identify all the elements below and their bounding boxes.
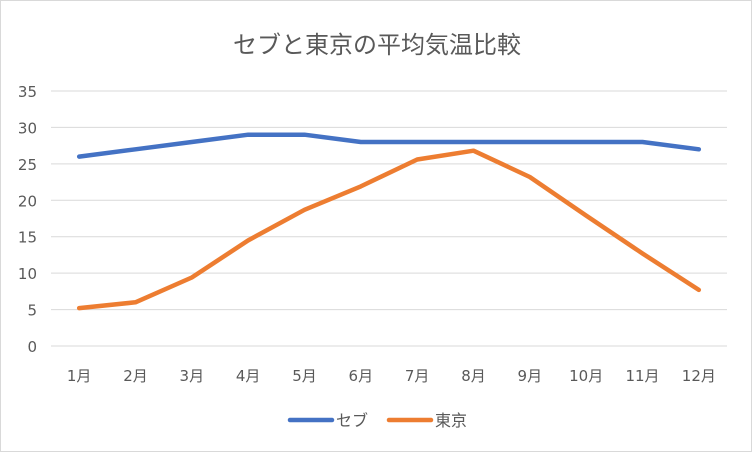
x-tick-label: 1月 <box>67 367 92 385</box>
legend-label: 東京 <box>435 411 467 430</box>
y-tick-label: 30 <box>18 119 37 137</box>
x-tick-label: 9月 <box>518 367 543 385</box>
x-tick-label: 11月 <box>625 367 659 385</box>
series-line-0 <box>76 132 702 159</box>
y-tick-label: 35 <box>18 83 37 101</box>
x-tick-label: 7月 <box>405 367 430 385</box>
x-tick-label: 12月 <box>682 367 716 385</box>
series-line-1 <box>76 148 702 311</box>
y-tick-label: 15 <box>18 229 37 247</box>
x-tick-label: 3月 <box>180 367 205 385</box>
x-tick-label: 6月 <box>349 367 374 385</box>
y-tick-label: 20 <box>18 192 37 210</box>
y-tick-label: 25 <box>18 156 37 174</box>
x-tick-label: 5月 <box>292 367 317 385</box>
legend-label: セブ <box>336 411 368 430</box>
x-tick-label: 4月 <box>236 367 261 385</box>
x-tick-label: 10月 <box>569 367 603 385</box>
x-tick-label: 2月 <box>123 367 148 385</box>
y-tick-label: 5 <box>27 302 37 320</box>
x-tick-label: 8月 <box>461 367 486 385</box>
chart-title: セブと東京の平均気温比較 <box>233 31 521 59</box>
y-tick-label: 0 <box>27 338 37 356</box>
y-tick-label: 10 <box>18 265 37 283</box>
